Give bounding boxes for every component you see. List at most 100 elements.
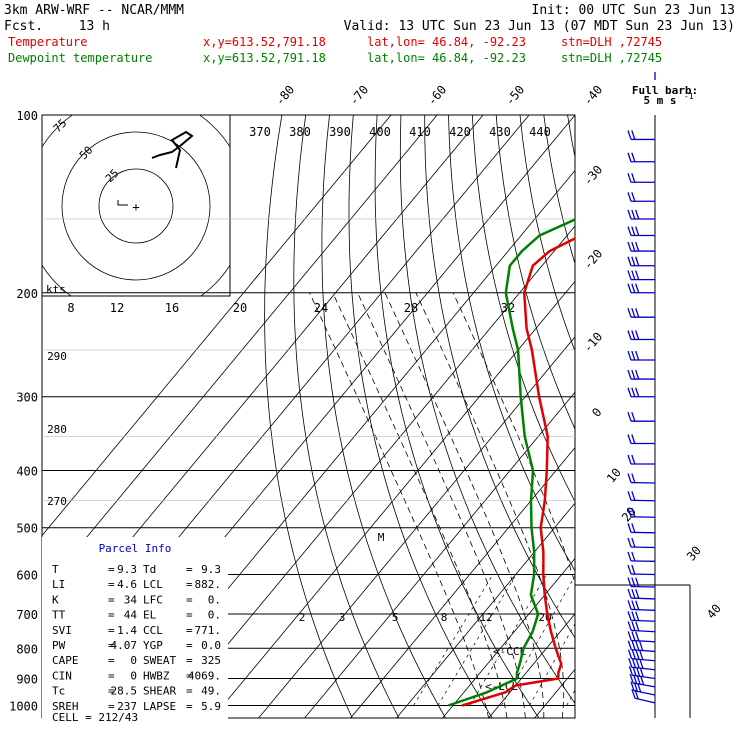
dewpoint-legend-name: Dewpoint temperature	[8, 51, 153, 65]
isotherm-line	[673, 115, 740, 718]
parcel-equals: =	[186, 578, 193, 591]
pressure-tick-label: 200	[16, 287, 38, 301]
wind-barb-flag	[635, 209, 640, 220]
wind-barb	[627, 256, 655, 267]
wind-barb-flag	[639, 641, 644, 651]
isotherm-line	[581, 115, 740, 718]
wind-barb-flag	[627, 631, 632, 641]
wind-barb	[627, 551, 656, 562]
wind-barb-flag	[640, 675, 645, 686]
wind-barb-flag	[635, 577, 640, 587]
wind-barb-flag	[631, 350, 636, 361]
mixing-ratio-line	[469, 574, 547, 706]
wind-barb-shaft	[631, 597, 656, 600]
isotherm-line	[627, 115, 740, 718]
dry-adiabat-line	[687, 115, 740, 718]
moist-adiabat-line	[309, 292, 489, 718]
parcel-equals: =	[108, 654, 115, 667]
wind-barb-flag	[627, 270, 632, 280]
wind-barb	[627, 564, 656, 576]
parcel-equals: =	[108, 669, 115, 682]
parcel-value: 4.07	[111, 639, 138, 652]
isotherm-label: 20	[619, 504, 639, 524]
wind-barb-flag	[631, 241, 636, 252]
dry-adiabat-line	[710, 115, 740, 718]
parcel-info-background	[42, 537, 228, 727]
parcel-value: 0	[130, 654, 137, 667]
wind-barb-flag	[627, 507, 632, 518]
parcel-value: 0.0	[201, 639, 221, 652]
wind-barb-flag	[631, 283, 636, 293]
wind-barb-flag	[631, 658, 637, 668]
parcel-key: PW	[52, 639, 66, 652]
wind-barb-flag	[631, 330, 636, 340]
parcel-value: 1.4	[117, 624, 137, 637]
parcel-value: 882.	[195, 578, 222, 591]
dry-adiabat-line	[321, 115, 446, 718]
wind-barb	[627, 130, 655, 141]
wind-barb-flag	[635, 621, 640, 632]
wind-barb-flag	[635, 631, 640, 642]
barb-legend-value: 5 m s	[643, 94, 676, 107]
wind-barb-flag	[631, 491, 636, 501]
wind-barb-flag	[635, 369, 640, 380]
wind-barb-flag	[627, 387, 632, 397]
dry-adiabat-line	[264, 115, 353, 718]
parcel-key: K	[52, 593, 59, 606]
wind-barb-flag	[635, 641, 640, 651]
wind-barb-flag	[627, 226, 632, 236]
parcel-cell: CELL = 212/43	[52, 711, 138, 724]
isotherm-line	[42, 115, 392, 537]
parcel-key: LCL	[143, 578, 163, 591]
wind-barb-flag	[627, 330, 632, 340]
theta-label: 400	[369, 125, 391, 139]
parcel-value: 49.	[201, 685, 221, 698]
dry-adiabat-line	[399, 115, 575, 705]
hodograph-storm-mark	[117, 200, 128, 206]
wind-barb-shaft	[633, 690, 656, 696]
wind-barb-shaft	[631, 658, 656, 662]
wind-barb-flag	[627, 649, 633, 659]
wind-barb-flag	[635, 330, 640, 340]
wind-barb	[627, 283, 655, 294]
profile-series	[447, 218, 575, 707]
wind-barb-shaft	[633, 682, 656, 688]
parcel-equals: =	[108, 685, 115, 698]
pressure-tick-label: 800	[16, 642, 38, 656]
wind-barb-flag	[627, 537, 632, 548]
isotherm-label: 30	[684, 543, 704, 563]
wind-barb-flag	[631, 689, 636, 699]
wind-barb	[627, 600, 656, 611]
parcel-equals: =	[108, 578, 115, 591]
wind-barb	[627, 173, 655, 183]
wind-barbs	[627, 72, 656, 704]
wind-barb-flag	[631, 192, 636, 202]
parcel-equals: =	[186, 700, 193, 713]
parcel-value: 34	[124, 593, 138, 606]
isotherm-line	[350, 447, 575, 718]
isotherm-line	[304, 391, 575, 718]
wind-barb-flag	[631, 387, 636, 397]
parcel-value: 4069.	[188, 669, 221, 682]
parcel-key: YGP	[143, 639, 163, 652]
wind-barb-shaft	[631, 619, 656, 622]
temperature-legend-station: stn=DLH ,72745	[561, 35, 662, 49]
wind-barb	[627, 454, 655, 465]
wind-barb-flag	[627, 283, 632, 293]
wind-barb-flag	[631, 209, 636, 220]
parcel-value: 325	[201, 654, 221, 667]
wind-barb-flag	[635, 650, 640, 660]
pressure-tick-label: 100	[16, 109, 38, 123]
isotherm-label: -10	[581, 330, 606, 356]
wind-barb	[627, 152, 655, 163]
dewpoint-line	[447, 218, 575, 707]
wind-barb-flag	[628, 658, 633, 668]
wind-barb	[627, 330, 655, 341]
wind-barb-flag	[631, 307, 636, 318]
wind-barb-flag	[627, 307, 632, 318]
wind-barb-flag	[631, 588, 636, 599]
parcel-key: TT	[52, 609, 66, 622]
wind-barb-flag	[639, 667, 644, 678]
wind-barb	[628, 666, 656, 680]
